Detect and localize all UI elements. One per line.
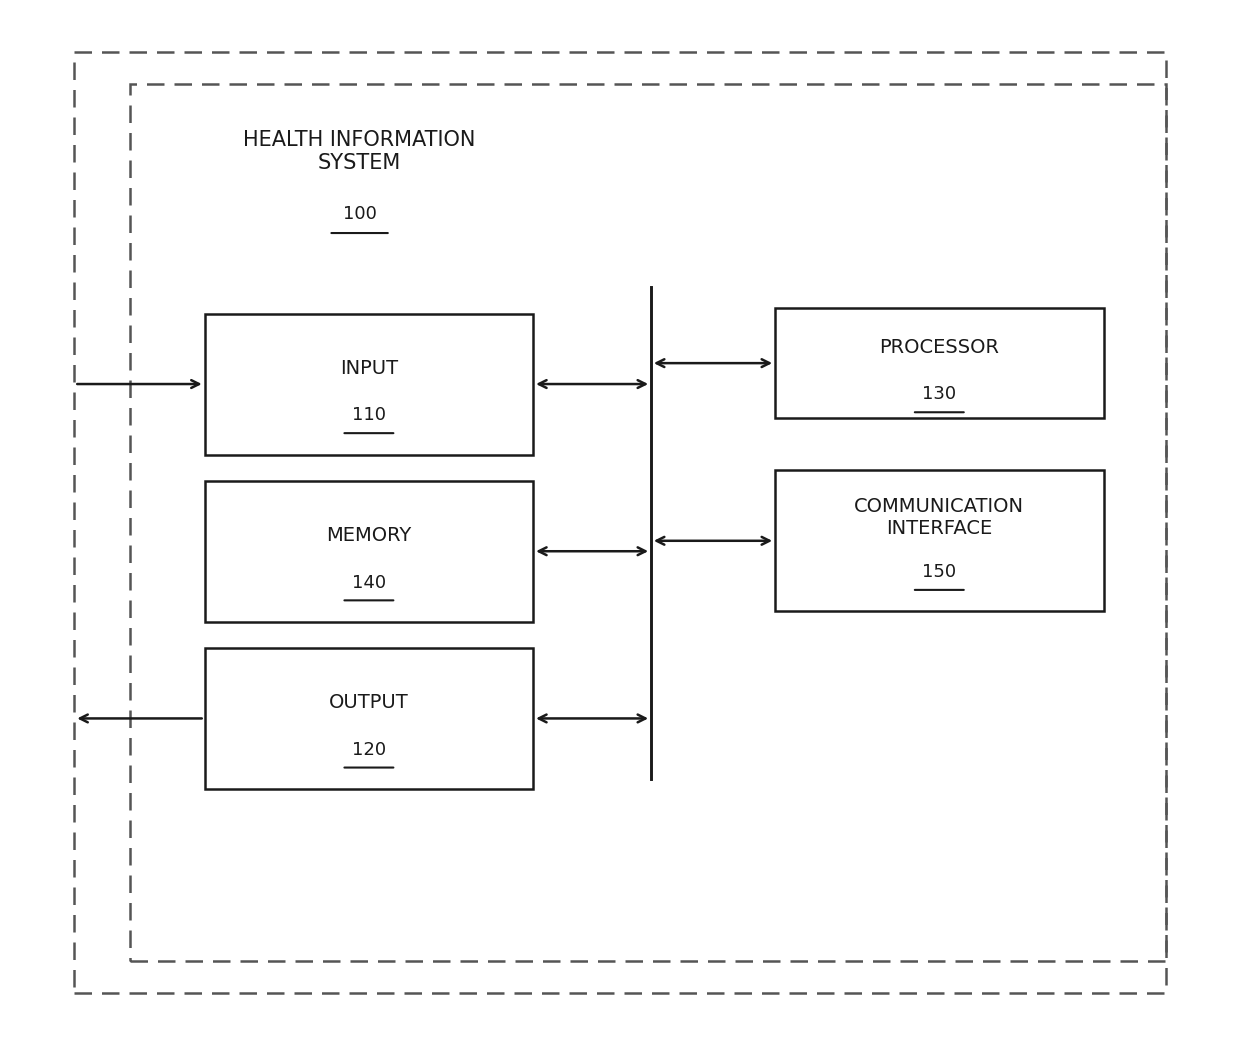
FancyBboxPatch shape: [775, 308, 1104, 418]
Text: COMMUNICATION
INTERFACE: COMMUNICATION INTERFACE: [854, 497, 1024, 538]
Text: 130: 130: [923, 386, 956, 403]
Text: 150: 150: [923, 563, 956, 581]
FancyBboxPatch shape: [205, 648, 533, 789]
Text: 120: 120: [352, 741, 386, 759]
Text: 110: 110: [352, 407, 386, 424]
Text: PROCESSOR: PROCESSOR: [879, 338, 999, 357]
Text: MEMORY: MEMORY: [326, 526, 412, 545]
FancyBboxPatch shape: [205, 481, 533, 622]
FancyBboxPatch shape: [775, 470, 1104, 611]
Text: 100: 100: [342, 205, 377, 224]
FancyBboxPatch shape: [205, 314, 533, 455]
Text: INPUT: INPUT: [340, 358, 398, 378]
Text: 140: 140: [352, 574, 386, 591]
Text: HEALTH INFORMATION
SYSTEM: HEALTH INFORMATION SYSTEM: [243, 130, 476, 173]
Text: OUTPUT: OUTPUT: [329, 693, 409, 713]
